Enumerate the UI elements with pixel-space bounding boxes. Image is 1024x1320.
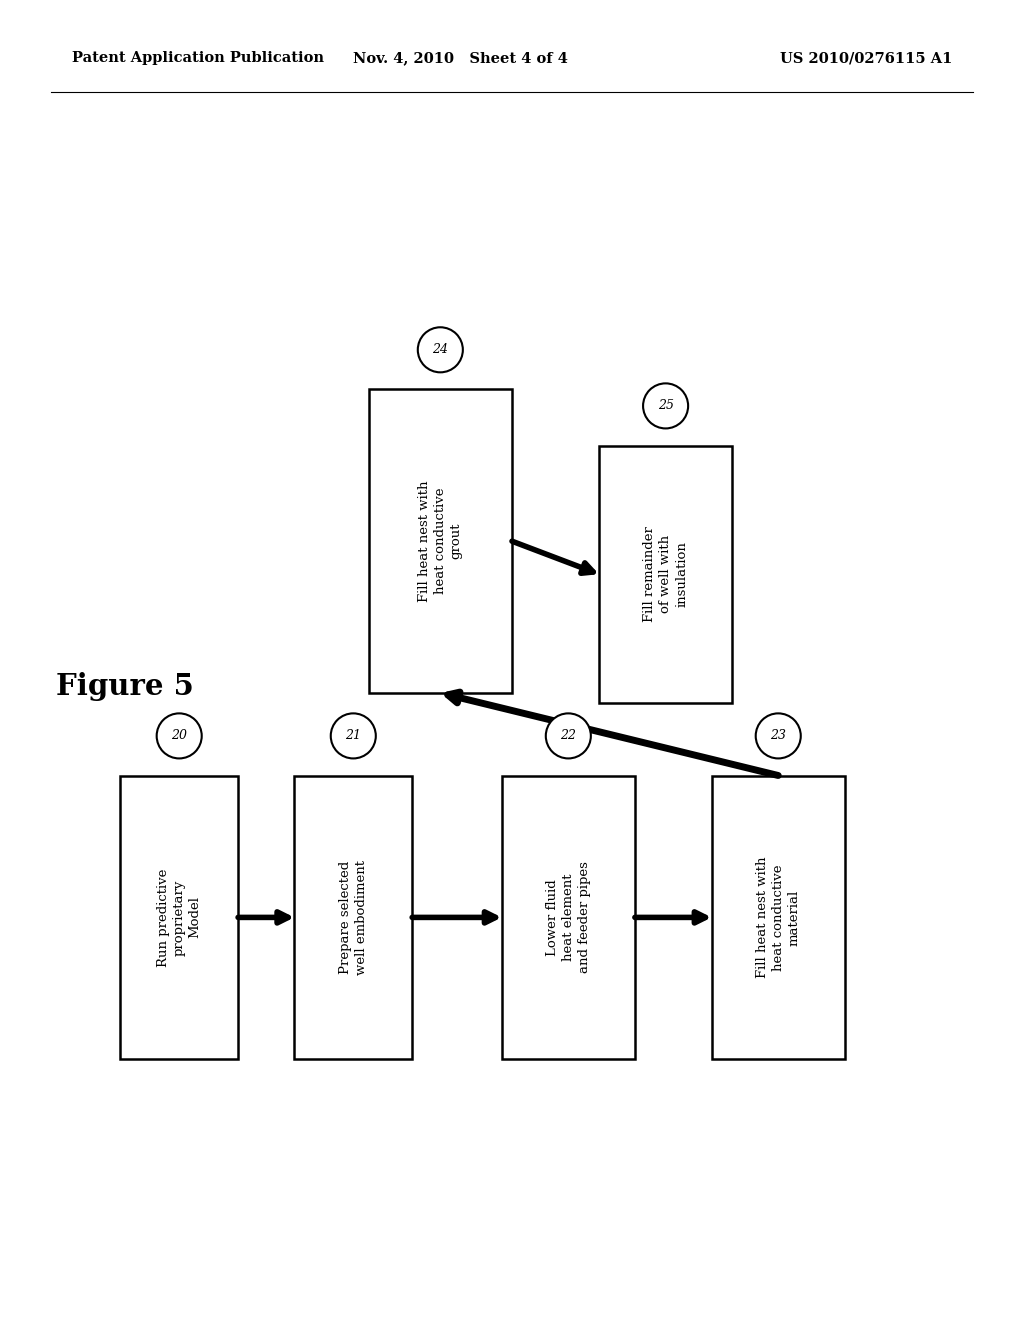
Text: Run predictive
proprietary
Model: Run predictive proprietary Model (157, 869, 202, 966)
Text: Lower fluid
heat element
and feeder pipes: Lower fluid heat element and feeder pipe… (546, 862, 591, 973)
FancyBboxPatch shape (599, 446, 732, 704)
Text: US 2010/0276115 A1: US 2010/0276115 A1 (780, 51, 952, 65)
Text: Fill remainder
of well with
insulation: Fill remainder of well with insulation (643, 527, 688, 622)
Text: Figure 5: Figure 5 (56, 672, 195, 701)
Text: Patent Application Publication: Patent Application Publication (72, 51, 324, 65)
Text: 23: 23 (770, 730, 786, 742)
FancyBboxPatch shape (712, 776, 845, 1059)
Ellipse shape (418, 327, 463, 372)
Text: 24: 24 (432, 343, 449, 356)
Text: 21: 21 (345, 730, 361, 742)
Ellipse shape (756, 713, 801, 759)
Ellipse shape (157, 713, 202, 759)
Text: Nov. 4, 2010   Sheet 4 of 4: Nov. 4, 2010 Sheet 4 of 4 (353, 51, 568, 65)
FancyBboxPatch shape (369, 389, 512, 693)
Text: 25: 25 (657, 400, 674, 412)
Text: Prepare selected
well embodiment: Prepare selected well embodiment (339, 859, 368, 975)
Ellipse shape (331, 713, 376, 759)
Ellipse shape (643, 383, 688, 429)
FancyBboxPatch shape (121, 776, 238, 1059)
Ellipse shape (546, 713, 591, 759)
Text: 20: 20 (171, 730, 187, 742)
FancyBboxPatch shape (502, 776, 635, 1059)
Text: 22: 22 (560, 730, 577, 742)
FancyBboxPatch shape (295, 776, 412, 1059)
Text: Fill heat nest with
heat conductive
material: Fill heat nest with heat conductive mate… (756, 857, 801, 978)
Text: Fill heat nest with
heat conductive
grout: Fill heat nest with heat conductive grou… (418, 480, 463, 602)
